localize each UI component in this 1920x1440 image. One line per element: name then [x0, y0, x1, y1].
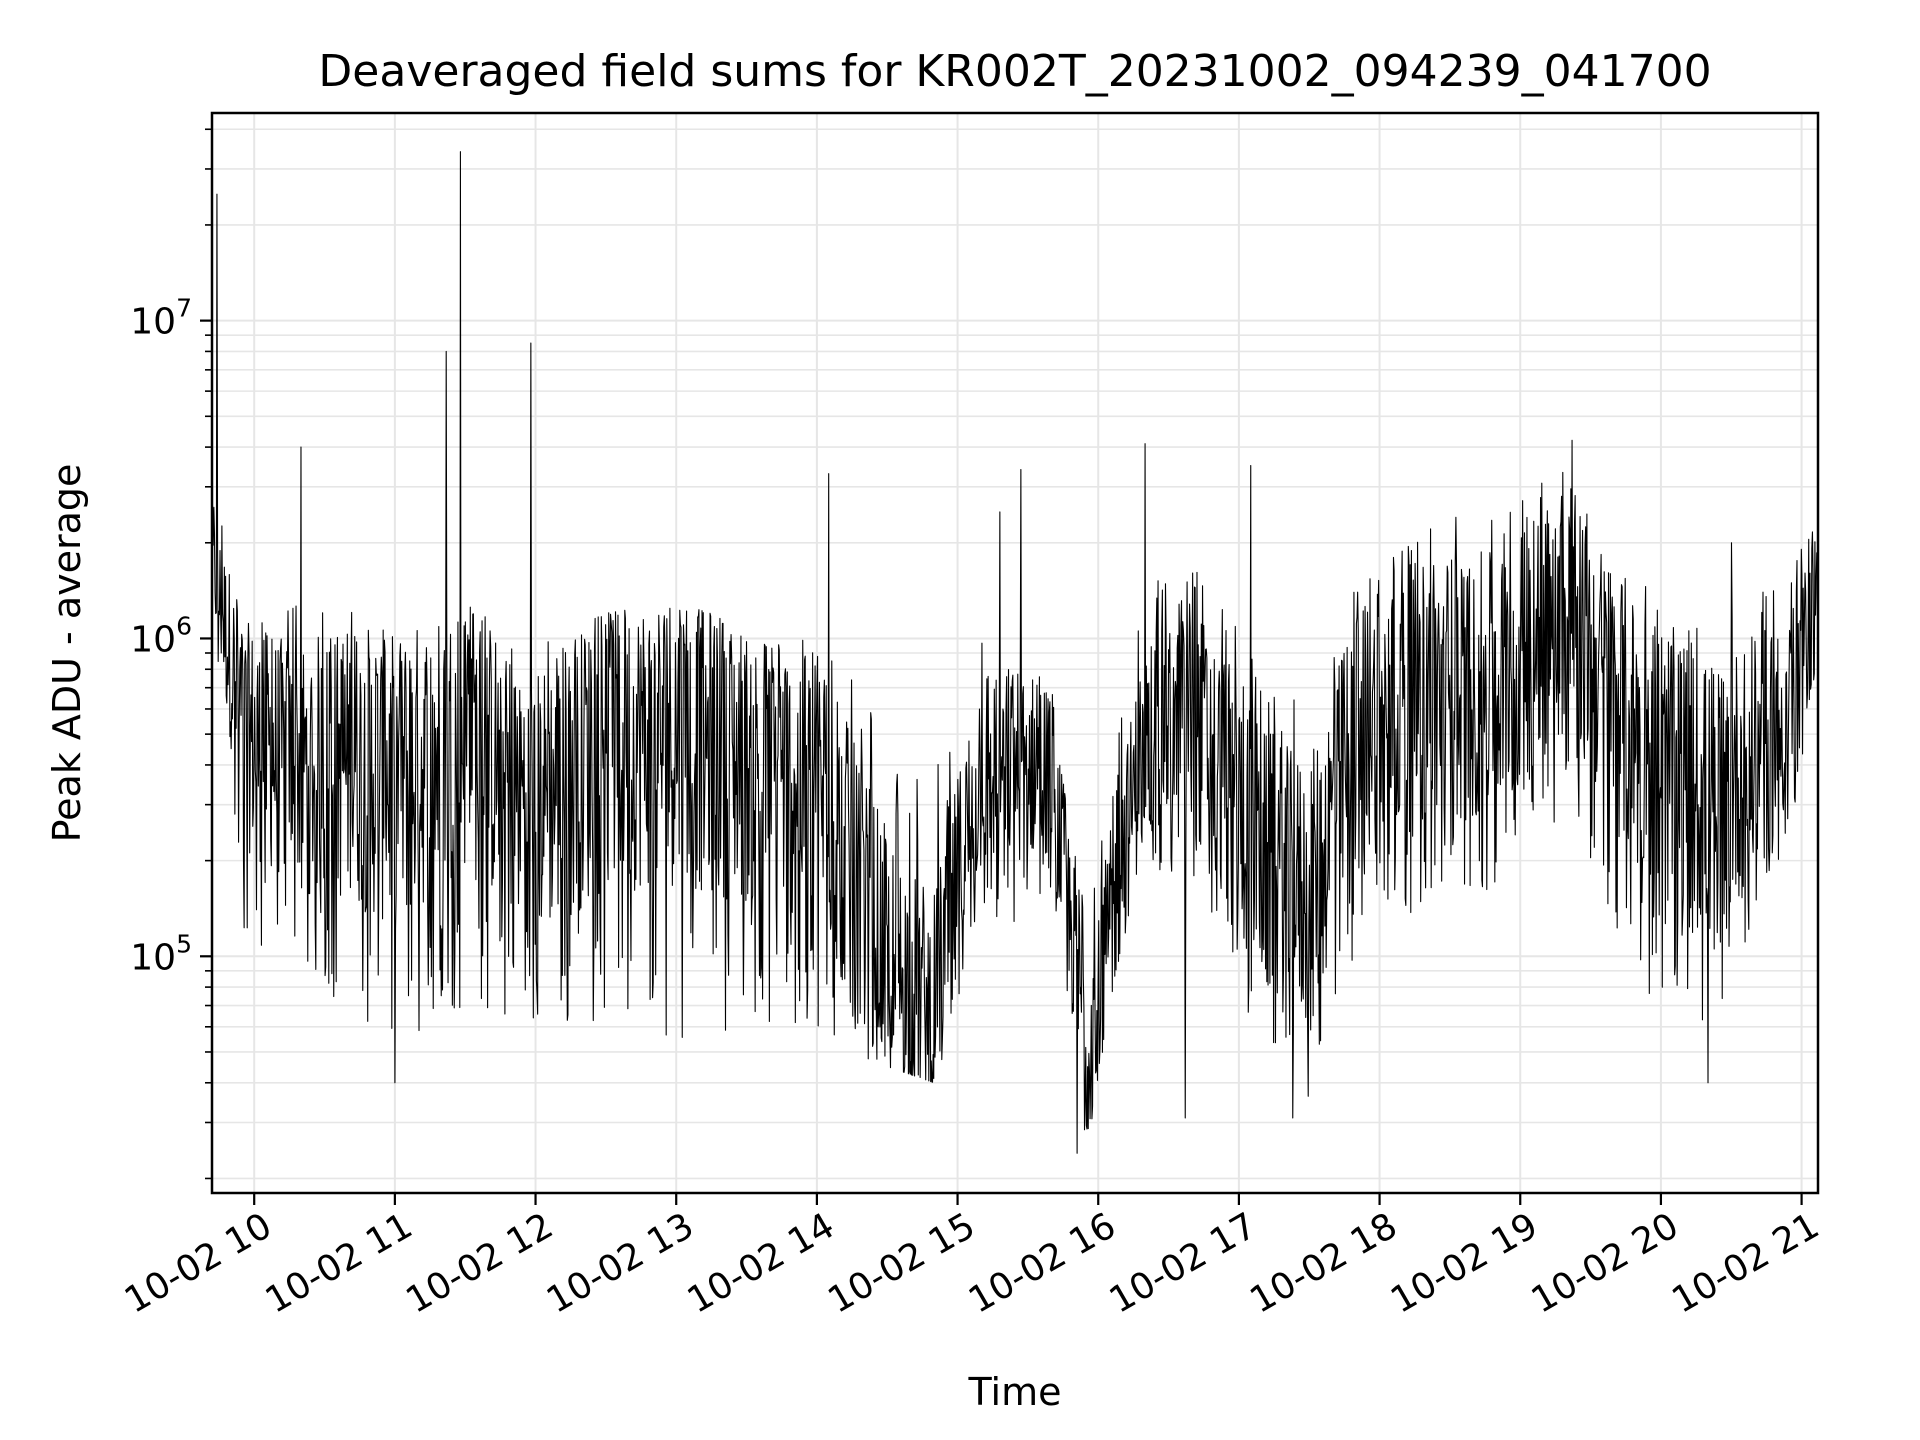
y-tick-label: 105	[130, 929, 192, 978]
chart-title: Deaveraged field sums for KR002T_2023100…	[318, 46, 1711, 97]
x-tick-label: 10-02 12	[399, 1205, 560, 1321]
x-tick-label: 10-02 13	[540, 1205, 701, 1321]
y-tick-label: 107	[130, 294, 192, 343]
y-tick-label: 106	[130, 611, 192, 660]
x-tick-label: 10-02 11	[259, 1205, 420, 1321]
series-line	[211, 151, 1819, 1154]
y-axis-label: Peak ADU - average	[45, 464, 89, 843]
x-tick-label: 10-02 17	[1103, 1205, 1264, 1321]
x-tick-label: 10-02 10	[118, 1205, 279, 1321]
x-tick-label: 10-02 14	[681, 1205, 842, 1321]
x-tick-label: 10-02 15	[821, 1205, 982, 1321]
y-axis: 105 106 107	[130, 128, 212, 1180]
x-tick-label: 10-02 18	[1243, 1205, 1404, 1321]
x-axis-label: Time	[968, 1370, 1062, 1414]
x-tick-label: 10-02 21	[1665, 1205, 1826, 1321]
x-tick-label: 10-02 16	[962, 1205, 1123, 1321]
data-series-line	[211, 151, 1819, 1154]
x-tick-label: 10-02 19	[1384, 1205, 1545, 1321]
x-tick-label: 10-02 20	[1525, 1205, 1686, 1321]
